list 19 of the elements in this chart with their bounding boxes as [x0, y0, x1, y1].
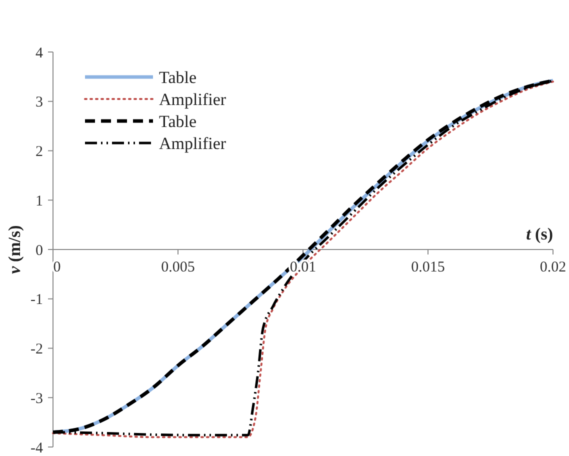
- legend-label: Amplifier: [159, 90, 226, 109]
- y-tick-label: 0: [36, 242, 43, 259]
- x-axis-title: t (s): [526, 224, 553, 244]
- y-tick-label: 4: [36, 45, 44, 62]
- x-tick-label: 0.015: [411, 260, 445, 276]
- legend-label: Amplifier: [159, 134, 226, 153]
- legend-label: Table: [159, 112, 197, 131]
- x-tick-label: 0.005: [161, 260, 195, 276]
- y-tick-label: -3: [30, 390, 43, 407]
- y-tick-label: 1: [36, 193, 43, 210]
- y-axis-title: v (m/s): [5, 225, 24, 274]
- y-tick-label: -1: [30, 292, 43, 308]
- x-tick-label: 0: [53, 260, 61, 276]
- x-tick-label: 0.02: [540, 260, 566, 276]
- y-tick-label: -2: [30, 342, 43, 358]
- y-tick-label: -4: [30, 440, 44, 456]
- y-tick-label: 3: [36, 94, 43, 111]
- legend-label: Table: [159, 68, 197, 87]
- y-tick-label: 2: [36, 144, 43, 160]
